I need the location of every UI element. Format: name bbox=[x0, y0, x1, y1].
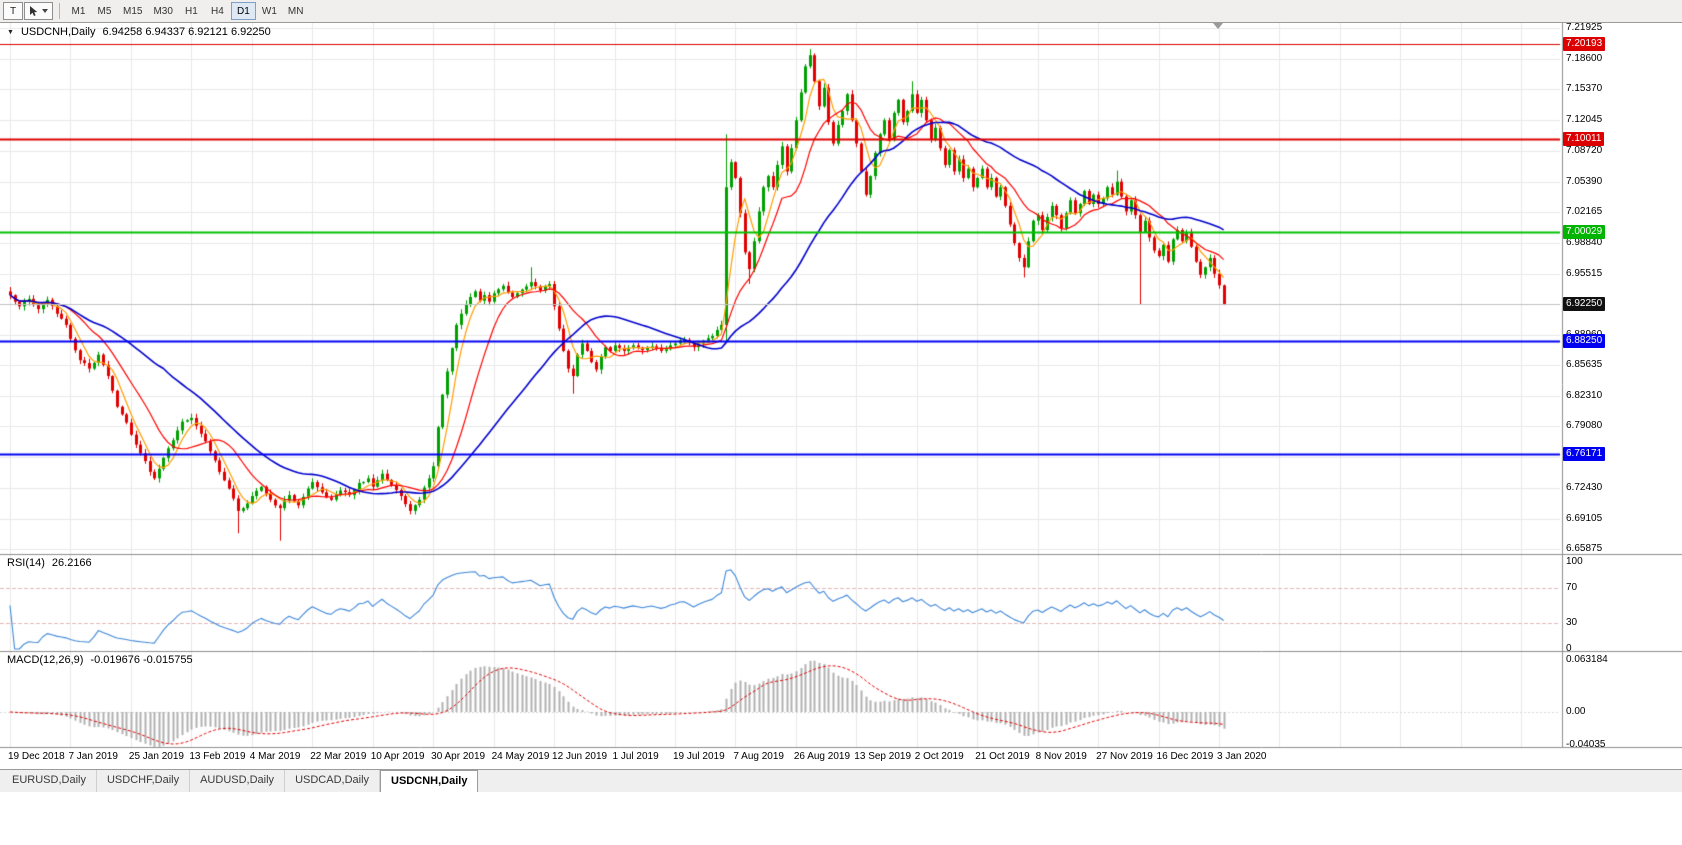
price-axis-label: 6.65875 bbox=[1566, 543, 1603, 555]
symbol-title: USDCNH,Daily bbox=[20, 26, 96, 38]
chart-shift-marker-icon[interactable] bbox=[1213, 23, 1223, 29]
price-axis-label: 7.12045 bbox=[1566, 113, 1603, 125]
timeframe-button-M5[interactable]: M5 bbox=[92, 2, 117, 20]
price-axis-label: 7.05390 bbox=[1566, 175, 1603, 187]
rsi-axis-label: 30 bbox=[1566, 616, 1578, 628]
date-axis-label: 8 Nov 2019 bbox=[1035, 751, 1087, 762]
timeframe-button-MN[interactable]: MN bbox=[283, 2, 309, 20]
timeframe-button-H4[interactable]: H4 bbox=[205, 2, 230, 20]
timeframe-button-M1[interactable]: M1 bbox=[66, 2, 91, 20]
toolbar: T M1 M5 M15 M30 H1 H4 D1 W1 MN bbox=[0, 0, 1682, 23]
price-axis-label: 6.82310 bbox=[1566, 390, 1603, 402]
timeframe-button-M15[interactable]: M15 bbox=[118, 2, 147, 20]
pointer-tool-button[interactable] bbox=[24, 2, 53, 20]
macd-label: MACD(12,26,9) -0.019676 -0.015755 bbox=[7, 654, 193, 666]
chart-title: ▼ USDCNH,Daily 6.94258 6.94337 6.92121 6… bbox=[7, 26, 271, 38]
date-axis-label: 27 Nov 2019 bbox=[1096, 751, 1153, 762]
date-axis-label: 13 Feb 2019 bbox=[189, 751, 246, 762]
tab-AUDUSD-Daily[interactable]: AUDUSD,Daily bbox=[190, 770, 286, 792]
date-axis-label: 19 Dec 2018 bbox=[8, 751, 65, 762]
date-axis-label: 25 Jan 2019 bbox=[128, 751, 184, 762]
date-axis-label: 10 Apr 2019 bbox=[370, 751, 425, 762]
rsi-label: RSI(14) 26.2166 bbox=[7, 557, 92, 569]
price-tag-level-line-7000[interactable]: 7.00029 bbox=[1563, 224, 1606, 239]
macd-values: -0.019676 -0.015755 bbox=[90, 654, 193, 666]
tab-USDCHF-Daily[interactable]: USDCHF,Daily bbox=[97, 770, 191, 792]
timeframe-group: M1 M5 M15 M30 H1 H4 D1 W1 MN bbox=[66, 2, 308, 20]
macd-axis-label: 0.063184 bbox=[1566, 653, 1608, 665]
price-axis-label: 7.02165 bbox=[1566, 205, 1603, 217]
rsi-value: 26.2166 bbox=[51, 557, 92, 569]
price-axis-label: 7.08720 bbox=[1566, 144, 1603, 156]
date-axis-label: 21 Oct 2019 bbox=[975, 751, 1030, 762]
price-axis-label: 6.85635 bbox=[1566, 359, 1603, 371]
price-axis-label: 6.95515 bbox=[1566, 267, 1603, 279]
price-axis-label: 7.18600 bbox=[1566, 52, 1603, 64]
rsi-axis-label: 100 bbox=[1566, 556, 1583, 567]
date-axis-label: 1 Jul 2019 bbox=[612, 751, 659, 762]
chart-tabs-bar: EURUSD,Daily USDCHF,Daily AUDUSD,Daily USDC… bbox=[0, 769, 1682, 792]
timeframe-button-W1[interactable]: W1 bbox=[257, 2, 282, 20]
date-axis-label: 19 Jul 2019 bbox=[672, 751, 725, 762]
price-axis-label: 6.98840 bbox=[1566, 236, 1603, 248]
date-axis-label: 26 Aug 2019 bbox=[793, 751, 851, 762]
price-axis-label: 6.79080 bbox=[1566, 420, 1603, 432]
date-axis-label: 13 Sep 2019 bbox=[854, 751, 912, 762]
date-axis-label: 16 Dec 2019 bbox=[1156, 751, 1214, 762]
date-axis-label: 24 May 2019 bbox=[491, 751, 550, 762]
chevron-down-icon bbox=[42, 9, 48, 13]
date-axis-label: 7 Jan 2019 bbox=[68, 751, 118, 762]
timeframe-button-D1[interactable]: D1 bbox=[230, 2, 256, 20]
rsi-name: RSI(14) bbox=[7, 557, 45, 569]
ohlc-values: 6.94258 6.94337 6.92121 6.92250 bbox=[102, 26, 271, 38]
macd-axis-label: -0.04035 bbox=[1566, 739, 1606, 751]
date-axis-label: 3 Jan 2020 bbox=[1217, 751, 1267, 762]
price-tag-resistance-line-7100[interactable]: 7.10011 bbox=[1563, 131, 1605, 146]
price-tag-current-price[interactable]: 6.92250 bbox=[1563, 296, 1606, 311]
price-axis-label: 7.21925 bbox=[1566, 22, 1603, 33]
timeframe-button-M30[interactable]: M30 bbox=[148, 2, 177, 20]
price-axis-label: 7.15370 bbox=[1566, 82, 1603, 94]
toolbar-separator bbox=[59, 3, 60, 19]
tab-EURUSD-Daily[interactable]: EURUSD,Daily bbox=[2, 770, 97, 792]
tab-USDCAD-Daily[interactable]: USDCAD,Daily bbox=[285, 770, 381, 792]
date-axis-label: 4 Mar 2019 bbox=[249, 751, 301, 762]
price-tag-support-line-6882[interactable]: 6.88250 bbox=[1563, 334, 1606, 349]
tab-USDCNH-Daily[interactable]: USDCNH,Daily bbox=[380, 770, 479, 792]
date-axis-label: 30 Apr 2019 bbox=[431, 751, 486, 762]
rsi-axis-label: 0 bbox=[1566, 643, 1572, 654]
date-axis-label: 7 Aug 2019 bbox=[733, 751, 784, 762]
date-axis-label: 22 Mar 2019 bbox=[310, 751, 367, 762]
price-axis-label: 6.69105 bbox=[1566, 513, 1603, 525]
price-axis-label: 6.72430 bbox=[1566, 482, 1603, 494]
price-tag-support-line-6761[interactable]: 6.76171 bbox=[1563, 446, 1606, 461]
price-axis-label: 6.88960 bbox=[1566, 329, 1602, 341]
macd-name: MACD(12,26,9) bbox=[7, 654, 84, 666]
date-axis-label: 2 Oct 2019 bbox=[914, 751, 964, 762]
pointer-icon bbox=[30, 5, 38, 16]
text-tool-button[interactable]: T bbox=[3, 2, 23, 20]
price-tag-resistance-line-7201[interactable]: 7.20193 bbox=[1563, 37, 1606, 52]
date-axis-label: 12 Jun 2019 bbox=[552, 751, 608, 762]
rsi-axis-label: 70 bbox=[1566, 582, 1578, 594]
timeframe-button-H1[interactable]: H1 bbox=[179, 2, 204, 20]
macd-axis-label: 0.00 bbox=[1566, 706, 1586, 717]
collapse-triangle-icon[interactable]: ▼ bbox=[7, 28, 14, 36]
